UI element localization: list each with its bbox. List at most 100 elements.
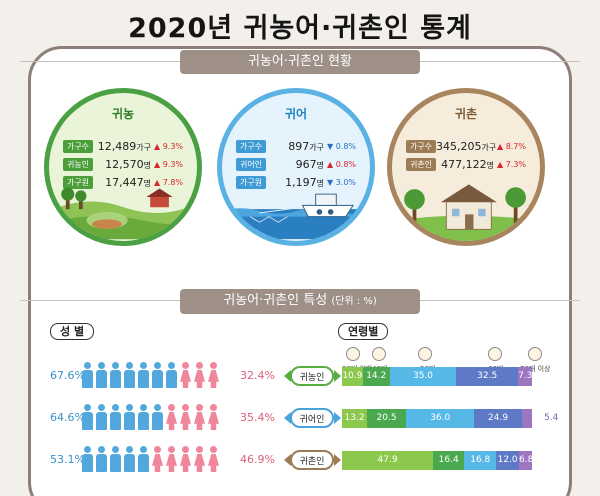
- stat-row: 가구수 345,205가구▲ 8.7%: [406, 139, 538, 154]
- stat-row: 귀촌인 477,122명 ▲ 7.3%: [406, 157, 538, 172]
- down-arrow-icon: ▼ 3.0%: [327, 177, 357, 187]
- age-bar: 10.9 14.2 35.0 32.5 7.3: [342, 367, 532, 386]
- stat-label: 가구수: [236, 139, 266, 153]
- male-icon: [124, 404, 135, 430]
- sex-figures: [82, 446, 222, 474]
- female-icon: [152, 446, 163, 472]
- sex-label: 성 별: [50, 323, 95, 340]
- stat-label: 가구원: [236, 175, 266, 189]
- age-segment-50s: 35.0: [389, 367, 457, 386]
- farm-scene-illustration: [49, 187, 197, 240]
- female-percent: 32.4%: [240, 369, 275, 382]
- arrow-right-icon: [334, 454, 341, 466]
- male-icon: [82, 362, 93, 388]
- characteristics-row-fishing: 64.6% 35.4% 귀어인 13.2 20.5 36.0 24.9 5.4: [40, 404, 558, 434]
- female-icon: [194, 404, 205, 430]
- stat-value: 967명: [295, 157, 324, 171]
- up-arrow-icon: ▲ 7.3%: [497, 159, 527, 169]
- female-icon: [194, 362, 205, 388]
- stat-value: 477,122명: [441, 157, 494, 171]
- female-icon: [166, 404, 177, 430]
- category-badge: 귀촌인: [290, 450, 334, 470]
- age-segment-70s-label: 5.4: [544, 413, 559, 423]
- stat-row: 가구수 897가구 ▼ 0.8%: [236, 139, 368, 154]
- characteristics-row-rural: 53.1% 46.9% 귀촌인 47.9 16.4 16.8 12.0 6.8: [40, 446, 550, 476]
- circle-farming: 귀농 가구수 12,489가구 ▲ 9.3% 귀농인 12,570명 ▲ 9.3% 가구…: [44, 88, 202, 246]
- age-segment-40s: 20.5: [367, 409, 407, 428]
- stat-row: 귀농인 12,570명 ▲ 9.3%: [63, 157, 195, 172]
- female-percent: 46.9%: [240, 453, 275, 466]
- female-icon: [180, 404, 191, 430]
- up-arrow-icon: ▲ 7.8%: [154, 177, 184, 187]
- sex-figures: [82, 404, 222, 432]
- status-section-header: 귀농어·귀촌인 현황: [20, 50, 580, 74]
- male-icon: [124, 362, 135, 388]
- age-segment-50s: 16.8: [464, 451, 497, 470]
- category-badge: 귀어인: [290, 408, 334, 428]
- female-icon: [180, 362, 191, 388]
- stat-label: 가구원: [63, 175, 93, 189]
- stat-value: 12,570명: [105, 157, 151, 171]
- up-arrow-icon: ▲ 9.3%: [154, 141, 184, 151]
- stat-value: 345,205가구: [436, 139, 497, 153]
- up-arrow-icon: ▲ 8.7%: [497, 141, 527, 151]
- characteristics-section-header: 귀농어·귀촌인 특성 (단위 : %): [20, 289, 580, 314]
- stat-row: 가구원 17,447명 ▲ 7.8%: [63, 175, 195, 190]
- age-bar: 13.2 20.5 36.0 24.9: [342, 409, 532, 428]
- male-icon: [82, 446, 93, 472]
- circle-rural: 귀촌 가구수 345,205가구▲ 8.7% 귀촌인 477,122명 ▲ 7.3%: [387, 88, 545, 246]
- arrow-right-icon: [334, 412, 341, 424]
- age-30s-icon: [346, 347, 360, 361]
- age-segment-60s: 32.5: [456, 367, 519, 386]
- stat-value: 17,447명: [105, 175, 151, 189]
- age-60s-icon: [488, 347, 502, 361]
- male-percent: 64.6%: [50, 411, 85, 424]
- age-segment-40s: 14.2: [362, 367, 390, 386]
- female-icon: [180, 446, 191, 472]
- male-icon: [152, 404, 163, 430]
- female-icon: [194, 446, 205, 472]
- female-icon: [166, 446, 177, 472]
- stat-label: 가구수: [63, 139, 93, 153]
- down-arrow-icon: ▼ 0.8%: [327, 141, 357, 151]
- male-icon: [138, 446, 149, 472]
- stat-row: 가구원 1,197명 ▼ 3.0%: [236, 175, 368, 190]
- age-50s-icon: [418, 347, 432, 361]
- age-group-label: 70대 이상: [520, 365, 551, 373]
- age-bar: 47.9 16.4 16.8 12.0 6.8: [342, 451, 532, 470]
- age-segment-30s: 13.2: [342, 409, 368, 428]
- female-icon: [208, 362, 219, 388]
- female-icon: [208, 404, 219, 430]
- male-icon: [96, 404, 107, 430]
- male-icon: [166, 362, 177, 388]
- age-70s-icon: [528, 347, 542, 361]
- circle-title: 귀촌: [454, 107, 478, 121]
- age-segment-60s: 12.0: [496, 451, 520, 470]
- male-icon: [110, 362, 121, 388]
- male-percent: 53.1%: [50, 453, 85, 466]
- stat-label: 귀어인: [236, 157, 266, 171]
- age-40s-icon: [372, 347, 386, 361]
- up-arrow-icon: ▲ 0.8%: [327, 159, 357, 169]
- stat-label: 귀촌인: [406, 157, 436, 171]
- male-icon: [96, 446, 107, 472]
- male-icon: [110, 404, 121, 430]
- female-percent: 35.4%: [240, 411, 275, 424]
- circle-title: 귀어: [284, 107, 308, 121]
- age-segment-50s: 36.0: [406, 409, 475, 428]
- age-segment-70s: 7.3: [518, 367, 532, 386]
- stat-value: 1,197명: [285, 175, 324, 189]
- stat-row: 귀어인 967명 ▲ 0.8%: [236, 157, 368, 172]
- category-badge: 귀농인: [290, 366, 334, 386]
- male-icon: [82, 404, 93, 430]
- age-segment-70s: [521, 409, 532, 428]
- stat-value: 897가구: [288, 139, 324, 153]
- age-segment-60s: 24.9: [474, 409, 522, 428]
- male-icon: [138, 404, 149, 430]
- stat-value: 12,489가구: [97, 139, 151, 153]
- village-scene-illustration: [392, 184, 540, 241]
- male-icon: [138, 362, 149, 388]
- arrow-left-icon: [284, 454, 291, 466]
- age-segment-40s: 16.4: [433, 451, 465, 470]
- circle-title: 귀농: [111, 107, 135, 121]
